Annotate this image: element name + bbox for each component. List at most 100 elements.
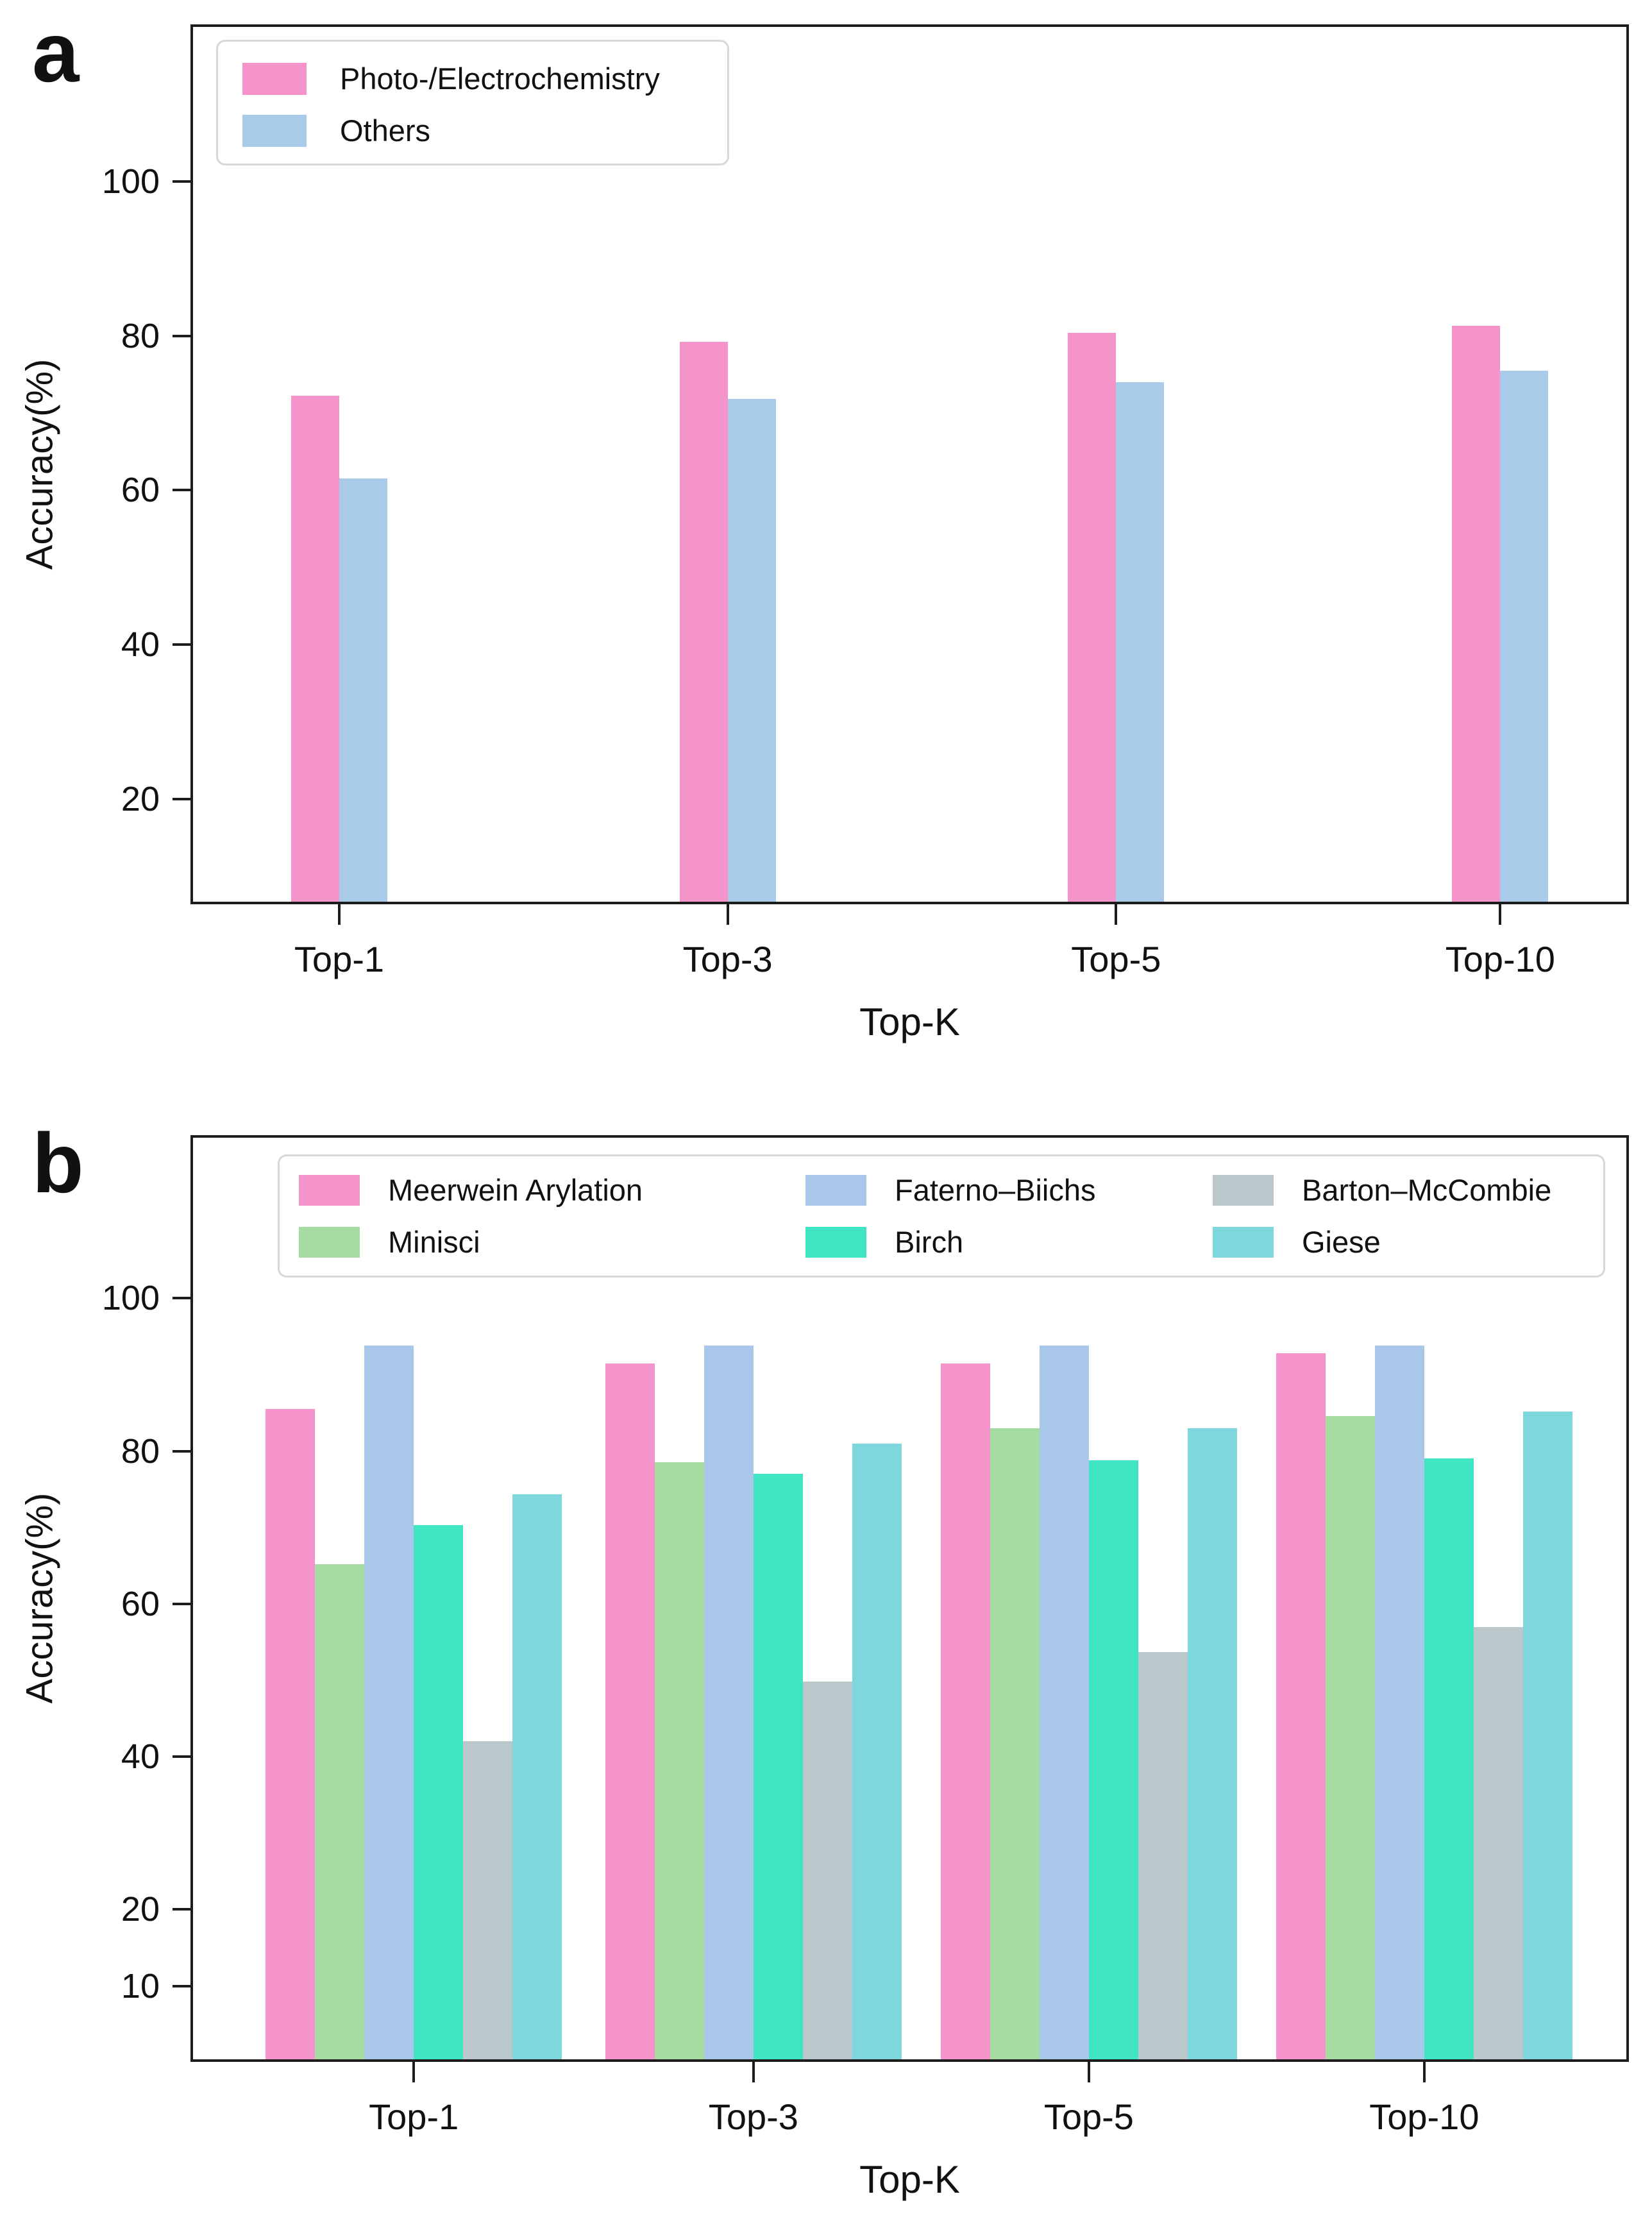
bar-birch-top-1 [414,1525,464,2059]
bar-giese-top-10 [1522,1411,1572,2059]
bar-giese-top-3 [852,1443,902,2059]
y-tick-mark-60 [173,1602,193,1605]
legend-entry-others: Others [242,113,714,148]
panel-a-x-axis-label: Top-K [859,1000,960,1043]
legend-column-1: Meerwein Arylation Minisci [299,1156,643,1276]
panel-b-y-axis-label: Accuracy(%) [19,1492,61,1704]
bar-faterno-biichs-top-1 [364,1346,414,2059]
bar-barton-mccombie-top-10 [1473,1626,1523,2059]
x-tick-label-top-3: Top-3 [682,939,773,979]
x-tick-label-top-5: Top-5 [1043,2097,1134,2137]
legend-entry-minisci: Minisci [299,1224,643,1260]
y-tick-mark-20 [173,1908,193,1911]
x-tick-label-top-1: Top-1 [294,939,385,979]
y-tick-mark-80 [173,1449,193,1453]
y-tick-label-10: 10 [121,1966,160,2005]
panel-b-legend: Meerwein Arylation Minisci Faterno–Biichs B… [278,1154,1605,1278]
bar-faterno-biichs-top-5 [1039,1346,1089,2059]
bar-meerwein-arylation-top-10 [1276,1353,1326,2059]
legend-label-minisci: Minisci [388,1225,480,1259]
legend-label-birch: Birch [895,1225,964,1259]
legend-entry-barton-mccombie: Barton–McCombie [1213,1172,1551,1208]
bar-photo-electrochemistry-top-1 [291,396,339,902]
bar-giese-top-5 [1187,1428,1237,2059]
y-tick-label-20: 20 [121,1890,160,1929]
panel-b-plot-area: Top-K Meerwein Arylation Minisci Faterno–B… [102,1135,1629,2201]
legend-entry-birch: Birch [805,1224,1096,1260]
bar-meerwein-arylation-top-3 [605,1363,655,2059]
y-tick-label-100: 100 [101,162,160,201]
panel-a-legend: Photo-/Electrochemistry Others [216,40,729,165]
legend-label-barton-mccombie: Barton–McCombie [1302,1173,1552,1207]
y-tick-mark-10 [173,1984,193,1987]
bar-photo-electrochemistry-top-10 [1452,325,1501,902]
legend-label-photo-electrochemistry: Photo-/Electrochemistry [340,62,660,96]
x-tick-mark-top-1 [412,2059,416,2082]
panel-b-letter: b [32,1116,84,1210]
legend-color-chip-giese [1213,1226,1274,1258]
y-tick-label-40: 40 [121,625,160,664]
bar-giese-top-1 [512,1494,562,2059]
x-tick-mark-top-10 [1499,902,1502,925]
x-tick-mark-top-1 [337,902,341,925]
legend-label-others: Others [340,114,431,148]
bar-photo-electrochemistry-top-5 [1068,332,1117,902]
legend-color-chip-others [242,114,307,147]
y-tick-label-60: 60 [121,471,160,510]
bar-minisci-top-5 [990,1428,1040,2059]
bar-photo-electrochemistry-top-3 [679,342,728,902]
bar-barton-mccombie-top-5 [1138,1651,1188,2059]
bar-faterno-biichs-top-10 [1374,1346,1424,2059]
y-tick-mark-60 [173,489,193,492]
legend-entry-photo-electrochemistry: Photo-/Electrochemistry [242,61,714,96]
bar-barton-mccombie-top-1 [463,1741,513,2059]
bar-birch-top-10 [1424,1458,1474,2059]
bar-minisci-top-3 [654,1462,704,2059]
panel-a-letter: a [32,5,80,99]
legend-entry-meerwein-arylation: Meerwein Arylation [299,1172,643,1208]
x-tick-mark-top-5 [1087,2059,1090,2082]
bar-others-top-10 [1500,370,1549,902]
bar-meerwein-arylation-top-5 [940,1363,990,2059]
bar-others-top-1 [339,478,387,902]
bar-birch-top-3 [753,1474,803,2059]
x-tick-mark-top-3 [726,902,729,925]
legend-color-chip-minisci [299,1226,360,1258]
bar-birch-top-5 [1088,1460,1138,2059]
legend-entry-faterno-biichs: Faterno–Biichs [805,1172,1096,1208]
legend-label-meerwein-arylation: Meerwein Arylation [388,1173,643,1207]
y-tick-label-80: 80 [121,316,160,355]
y-tick-label-80: 80 [121,1431,160,1471]
legend-color-chip-meerwein-arylation [299,1174,360,1206]
bar-barton-mccombie-top-3 [802,1682,852,2059]
bar-minisci-top-1 [315,1564,365,2059]
x-tick-label-top-10: Top-10 [1445,939,1555,979]
legend-label-giese: Giese [1302,1225,1381,1259]
legend-column-2: Faterno–Biichs Birch [805,1156,1096,1276]
y-tick-label-40: 40 [121,1737,160,1776]
y-tick-label-60: 60 [121,1584,160,1623]
legend-color-chip-photo-electrochemistry [242,62,307,95]
y-tick-label-20: 20 [121,779,160,818]
panel-b-x-axis-label: Top-K [859,2158,960,2201]
y-tick-mark-80 [173,334,193,337]
legend-color-chip-birch [805,1226,866,1258]
legend-color-chip-faterno-biichs [805,1174,866,1206]
x-tick-mark-top-3 [752,2059,755,2082]
y-tick-mark-100 [173,180,193,183]
y-tick-mark-20 [173,797,193,800]
bar-meerwein-arylation-top-1 [266,1409,316,2059]
x-tick-label-top-3: Top-3 [708,2097,798,2137]
legend-entry-giese: Giese [1213,1224,1551,1260]
y-tick-mark-40 [173,643,193,646]
legend-color-chip-barton-mccombie [1213,1174,1274,1206]
x-tick-mark-top-10 [1422,2059,1426,2082]
bar-others-top-5 [1116,382,1165,902]
y-tick-label-100: 100 [101,1279,160,1318]
bar-faterno-biichs-top-3 [704,1346,754,2059]
x-tick-label-top-10: Top-10 [1369,2097,1479,2137]
bar-minisci-top-10 [1325,1415,1375,2059]
